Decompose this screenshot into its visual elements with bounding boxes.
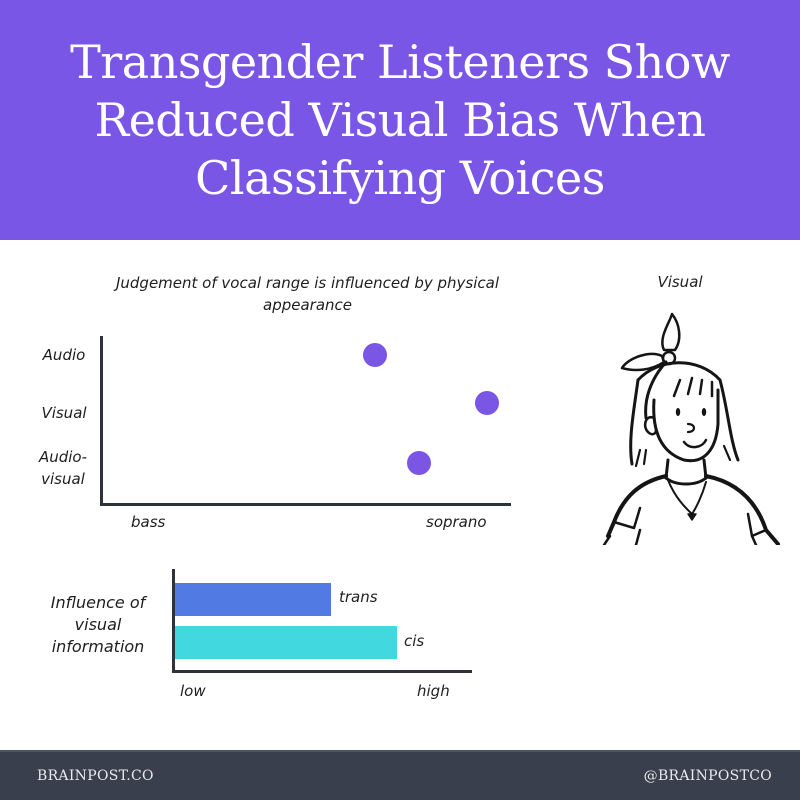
x-label-soprano: soprano [426,513,487,531]
portrait-title: Visual [657,273,703,291]
bar-cis [175,626,397,659]
scatter-x-axis [100,503,511,506]
bar-label-trans: trans [339,588,378,606]
bar-trans [175,583,331,616]
girl-with-headband-illustration-icon [602,312,780,545]
header-banner: Transgender Listeners Show Reduced Visua… [0,0,800,240]
bar-x-axis [172,670,472,673]
bar-chart-y-label: Influence of visual information [50,593,146,656]
data-point-visual [475,391,499,415]
y-label-audio-visual: Audio- visual [38,448,88,488]
y-label-audio: Audio [42,346,86,364]
scatter-chart-title: Judgement of vocal range is influenced b… [115,274,500,314]
footer-handle[interactable]: @BRAINPOSTCO [643,768,772,784]
data-point-audio [363,343,387,367]
data-point-audio-visual [407,451,431,475]
page-title: Transgender Listeners Show Reduced Visua… [70,35,730,205]
x-label-low: low [180,682,206,700]
x-label-high: high [417,682,450,700]
bar-label-cis: cis [404,632,425,650]
x-label-bass: bass [131,513,166,531]
scatter-y-axis [100,336,103,506]
footer-bar: BRAINPOST.CO @BRAINPOSTCO [0,750,800,800]
footer-website[interactable]: BRAINPOST.CO [37,768,154,784]
bar-y-axis [172,569,175,672]
y-label-visual: Visual [41,404,87,422]
